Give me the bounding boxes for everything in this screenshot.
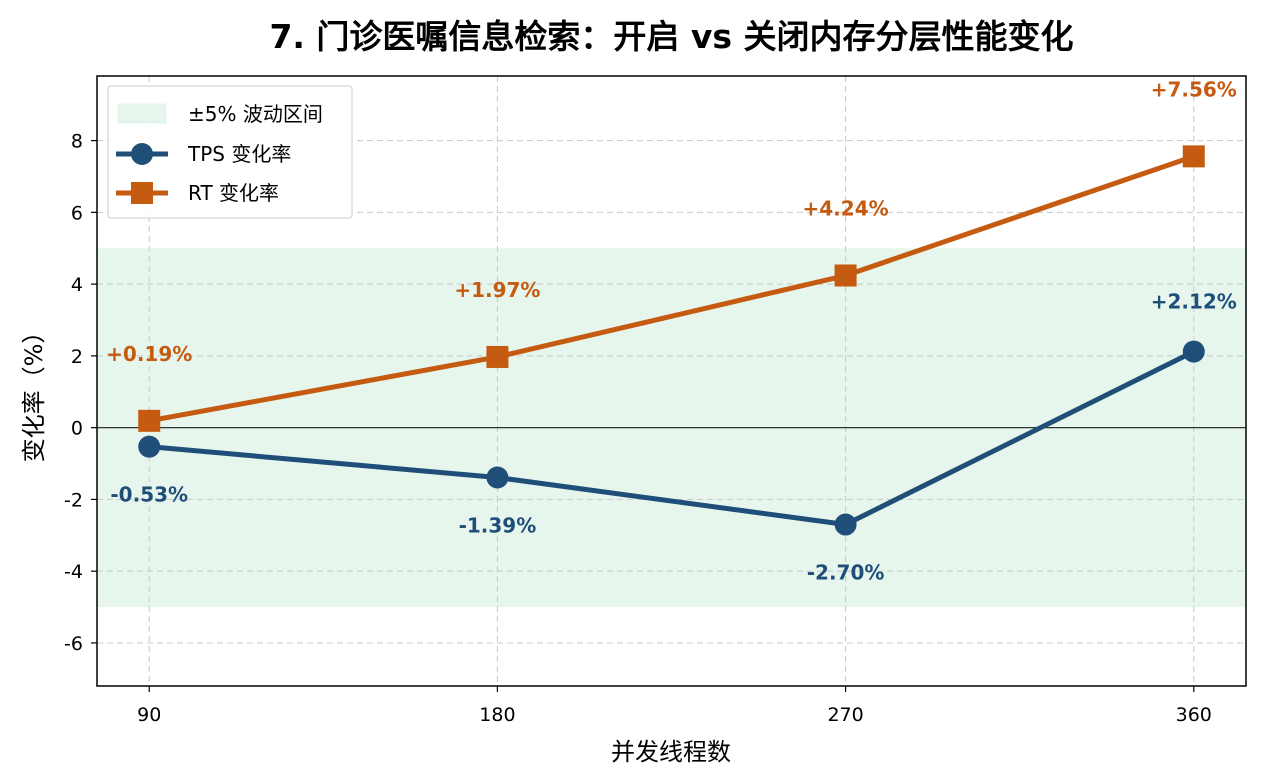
rt-data-label: +4.24% <box>803 197 889 221</box>
legend-rt-label: RT 变化率 <box>188 181 279 205</box>
y-axis-title: 变化率（%） <box>20 320 48 463</box>
rt-point <box>138 409 161 432</box>
legend-tps-label: TPS 变化率 <box>187 142 291 166</box>
x-tick-label: 360 <box>1176 704 1212 726</box>
y-tick-label: -6 <box>64 633 83 655</box>
legend-rt-marker <box>131 182 153 204</box>
tps-point <box>138 435 161 458</box>
tps-data-label: +2.12% <box>1151 290 1237 314</box>
rt-point <box>486 345 509 368</box>
legend-band-label: ±5% 波动区间 <box>188 102 323 126</box>
y-tick-label: 0 <box>71 418 83 440</box>
x-tick-label: 180 <box>479 704 515 726</box>
rt-data-label: +0.19% <box>106 342 192 366</box>
legend-frame <box>107 85 353 219</box>
plot-frame <box>96 75 1247 687</box>
rt-data-label: +1.97% <box>454 278 540 302</box>
tps-series-line <box>149 349 1195 528</box>
x-axis-title: 并发线程数 <box>611 738 731 766</box>
y-tick-label: 6 <box>71 202 83 224</box>
chart-title: 7. 门诊医嘱信息检索：开启 vs 关闭内存分层性能变化 <box>269 17 1074 56</box>
tps-point <box>834 513 857 536</box>
tps-point <box>486 466 509 489</box>
tps-data-label: -1.39% <box>459 514 537 538</box>
rt-series-line <box>148 154 1195 424</box>
x-tick-label: 90 <box>137 704 161 726</box>
tps-data-label: -0.53% <box>110 483 188 507</box>
y-tick-label: -2 <box>64 489 83 511</box>
legend: ±5% 波动区间 TPS 变化率 RT 变化率 <box>107 85 353 219</box>
y-tick-label: 4 <box>71 274 83 296</box>
x-tick-label: 270 <box>827 704 863 726</box>
legend-tps-marker <box>131 143 153 165</box>
tps-data-label: -2.70% <box>807 561 885 585</box>
rt-data-label: +7.56% <box>1151 77 1237 101</box>
rt-point <box>834 264 857 287</box>
y-tick-label: -4 <box>64 561 83 583</box>
y-tick-label: 8 <box>71 131 83 153</box>
rt-point <box>1182 145 1205 168</box>
legend-band-swatch <box>117 103 167 124</box>
tps-point <box>1182 340 1205 363</box>
y-tick-label: 2 <box>71 346 83 368</box>
